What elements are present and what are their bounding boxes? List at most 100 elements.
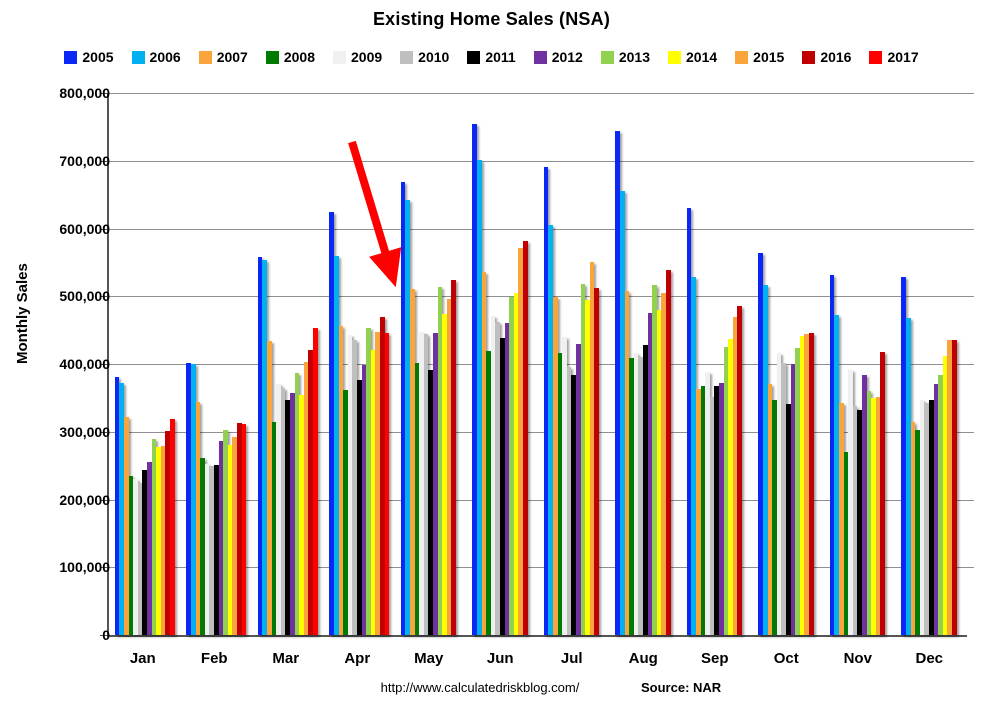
footer-source: Source: NAR [641,680,722,695]
bar-2013-jul [580,284,586,635]
bar-2010-jun [495,322,500,635]
bar-2009-nov [848,370,853,635]
bar-2009-jun [490,315,496,635]
bar-2007-oct [767,384,773,635]
x-tick-label-feb: Feb [200,650,228,667]
bar-2012-jun [504,322,510,635]
y-tick-label: 400,000 [59,356,110,372]
legend-label: 2015 [753,49,785,65]
legend-label: 2014 [686,49,718,65]
bar-2006-mar [262,260,268,635]
bar-2011-may [428,370,434,635]
bar-2010-oct [781,362,786,635]
legend-label: 2016 [820,49,852,65]
bar-2017-apr [384,332,390,635]
gridline [109,93,967,94]
bar-2005-mar [257,256,263,635]
legend-label: 2017 [887,49,919,65]
bar-2008-mar [271,422,277,635]
y-axis-title: Monthly Sales [14,263,31,364]
gridline [109,499,967,501]
x-tick-label-apr: Apr [344,650,371,667]
axis-tick [100,93,107,94]
bar-2015-jan [160,445,166,635]
legend-swatch-icon [64,50,78,64]
bar-2008-jan [128,476,134,635]
legend-item-2016: 2016 [802,49,851,65]
bar-2016-oct [808,332,814,635]
gridline [109,228,967,230]
bar-2015-apr [375,332,380,635]
axis-tick [100,364,107,365]
bar-2012-oct [790,364,796,635]
axis-tick [100,567,107,569]
axis-tick [100,296,107,298]
bar-2016-mar [308,350,314,635]
bar-2016-jul [594,288,600,635]
bar-2005-jan [114,376,120,635]
bar-2011-aug [642,345,648,635]
y-tick-label: 600,000 [59,220,110,237]
bar-2014-jun [513,292,519,635]
bar-2009-dec [919,399,925,635]
bar-2012-apr [361,364,367,635]
bar-2005-nov [829,274,835,635]
x-tick-label-aug: Aug [628,650,658,667]
bar-2009-may [419,332,424,635]
bar-2009-apr [347,334,353,635]
bar-2007-dec [910,422,916,635]
bar-2014-nov [871,397,876,635]
bar-2017-jan [170,418,175,635]
legend-label: 2005 [82,49,114,65]
legend-swatch-icon [869,50,883,64]
legend-item-2015: 2015 [735,49,784,65]
bar-2006-dec [905,317,911,635]
bar-2008-dec [915,429,920,635]
bar-2014-aug [656,309,662,635]
x-tick-label-jan: Jan [129,650,156,667]
axis-tick [967,296,974,298]
legend-label: 2011 [485,49,516,65]
bar-2006-jun [476,160,482,635]
bar-2006-apr [333,256,339,635]
axis-tick [100,499,107,501]
bar-2013-apr [366,328,371,635]
bar-2014-sep [728,338,733,635]
bar-2017-feb [241,423,247,635]
bar-2008-oct [772,399,777,635]
gridline [109,431,967,433]
bar-2016-feb [236,422,242,635]
bar-2015-dec [947,340,952,635]
x-tick-label-jul: Jul [560,650,583,667]
legend-item-2013: 2013 [600,49,650,65]
axis-tick [100,228,107,230]
axis-tick [967,431,974,433]
bar-2012-sep [719,382,724,635]
bar-2008-feb [200,458,205,635]
legend-swatch-icon [400,50,414,64]
bar-2007-jul [553,296,558,635]
x-tick-label-mar: Mar [272,650,300,667]
bar-2008-aug [629,357,634,635]
legend-label: 2009 [351,49,383,65]
bar-2010-feb [209,465,214,635]
bar-2009-sep [705,372,710,635]
bar-2010-nov [852,406,858,635]
legend-swatch-icon [735,50,749,64]
bar-2014-jan [156,446,161,635]
legend-label: 2006 [149,49,181,65]
bar-2016-dec [951,339,957,635]
axis-tick [100,635,107,636]
bar-2005-jun [472,124,477,635]
bar-2015-feb [232,437,237,635]
bar-2005-apr [329,212,334,635]
legend-item-2017: 2017 [869,49,919,65]
legend-item-2007: 2007 [198,49,248,65]
bar-2006-aug [619,191,625,635]
bar-2008-apr [343,389,348,635]
y-tick-label: 800,000 [59,85,110,101]
legend-item-2011: 2011 [467,49,516,65]
bar-2011-sep [714,385,720,635]
bar-2005-aug [615,130,620,635]
bar-2010-apr [352,340,357,635]
